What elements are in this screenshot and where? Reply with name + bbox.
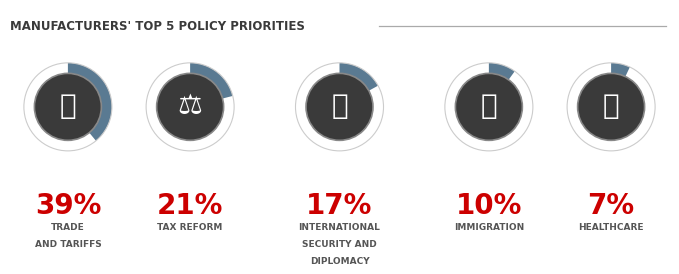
Text: 🚛: 🚛 [60, 92, 76, 120]
Text: SECURITY AND: SECURITY AND [302, 240, 377, 249]
Text: TAX REFORM: TAX REFORM [158, 223, 223, 232]
Text: 7%: 7% [587, 192, 635, 220]
Text: MANUFACTURERS' TOP 5 POLICY PRIORITIES: MANUFACTURERS' TOP 5 POLICY PRIORITIES [10, 20, 305, 33]
Wedge shape [68, 63, 112, 141]
Text: 🩺: 🩺 [603, 92, 619, 120]
Text: INTERNATIONAL: INTERNATIONAL [299, 223, 380, 232]
Circle shape [578, 73, 644, 140]
Text: 🌐: 🌐 [331, 92, 348, 120]
Text: 10%: 10% [456, 192, 522, 220]
Wedge shape [489, 63, 515, 80]
Wedge shape [190, 63, 233, 99]
Text: HEALTHCARE: HEALTHCARE [579, 223, 644, 232]
Text: IMMIGRATION: IMMIGRATION [454, 223, 524, 232]
Wedge shape [611, 63, 630, 76]
Text: ⚖: ⚖ [178, 92, 202, 120]
Text: TRADE: TRADE [51, 223, 85, 232]
Circle shape [35, 73, 101, 140]
Text: 👤: 👤 [481, 92, 497, 120]
Circle shape [157, 73, 223, 140]
Circle shape [456, 73, 522, 140]
Wedge shape [340, 63, 378, 91]
Text: 17%: 17% [306, 192, 373, 220]
Circle shape [306, 73, 373, 140]
Text: 39%: 39% [35, 192, 101, 220]
Text: AND TARIFFS: AND TARIFFS [35, 240, 101, 249]
Text: DIPLOMACY: DIPLOMACY [310, 257, 369, 266]
Text: 21%: 21% [157, 192, 223, 220]
